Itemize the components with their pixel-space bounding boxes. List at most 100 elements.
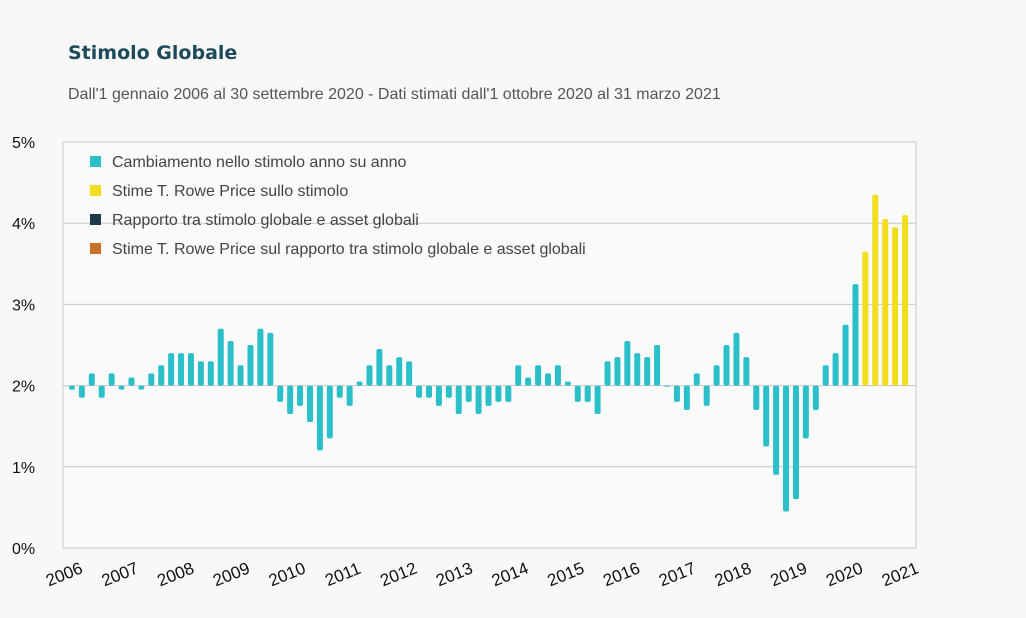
bar-actual xyxy=(574,385,581,402)
x-tick-label: 2006 xyxy=(43,559,85,591)
bar-actual xyxy=(68,385,75,390)
bar-actual xyxy=(713,365,720,386)
bar-actual xyxy=(356,381,363,386)
bar-actual xyxy=(495,385,502,402)
bar-actual xyxy=(237,365,244,386)
bar-actual xyxy=(753,385,760,410)
bar-actual xyxy=(297,385,304,406)
x-tick-label: 2011 xyxy=(322,559,363,590)
legend: Cambiamento nello stimolo anno su anno St… xyxy=(90,154,586,258)
bar-actual xyxy=(98,385,105,398)
x-tick-label: 2007 xyxy=(99,559,141,591)
bar-actual xyxy=(624,340,631,386)
legend-swatch xyxy=(90,156,101,167)
bar-actual xyxy=(148,373,155,386)
x-tick-label: 2020 xyxy=(823,559,865,591)
bar-actual xyxy=(178,353,185,386)
bar-estimate xyxy=(892,227,899,386)
legend-label: Stime T. Rowe Price sullo stimolo xyxy=(112,183,348,200)
bar-actual xyxy=(723,345,730,386)
bar-estimate xyxy=(902,215,909,386)
bar-estimate xyxy=(862,251,869,386)
y-tick-label: 3% xyxy=(12,297,35,314)
bar-actual xyxy=(822,365,829,386)
bar-actual xyxy=(525,377,532,386)
bar-actual xyxy=(108,373,115,386)
bar-actual xyxy=(168,353,175,386)
bar-actual xyxy=(644,357,651,386)
bar-actual xyxy=(475,385,482,415)
y-tick-label: 5% xyxy=(12,135,35,152)
bar-actual xyxy=(197,361,204,386)
bar-actual xyxy=(604,361,611,386)
bars xyxy=(68,194,909,512)
bar-actual xyxy=(743,357,750,386)
x-tick-label: 2021 xyxy=(879,559,921,591)
bar-actual xyxy=(485,385,492,406)
x-tick-label: 2015 xyxy=(545,559,587,591)
x-tick-label: 2009 xyxy=(210,559,252,591)
bar-actual xyxy=(802,385,809,439)
y-axis-labels: 0% 1% 2% 3% 4% 5% xyxy=(12,135,35,558)
plot-frame xyxy=(62,141,917,549)
bar-actual xyxy=(733,332,740,386)
bar-actual xyxy=(406,361,413,386)
bar-actual xyxy=(316,385,323,451)
bar-actual xyxy=(128,377,135,386)
bar-actual xyxy=(158,365,165,386)
bar-actual xyxy=(554,365,561,386)
bar-actual xyxy=(584,385,591,402)
bar-estimate xyxy=(882,219,889,386)
bar-actual xyxy=(673,385,680,402)
bar-actual xyxy=(683,385,690,410)
bar-actual xyxy=(634,353,641,386)
bar-actual xyxy=(88,373,95,386)
legend-label: Stime T. Rowe Price sul rapporto tra sti… xyxy=(112,241,586,258)
bar-actual xyxy=(267,332,274,386)
y-tick-label: 4% xyxy=(12,216,35,233)
bar-actual xyxy=(515,365,522,386)
bar-actual xyxy=(326,385,333,439)
bar-actual xyxy=(832,353,839,386)
bar-actual xyxy=(366,365,373,386)
grid-lines xyxy=(62,141,917,549)
bar-actual xyxy=(445,385,452,398)
page-subtitle: Dall'1 gennaio 2006 al 30 settembre 2020… xyxy=(68,86,721,103)
bar-actual xyxy=(287,385,294,415)
x-tick-label: 2008 xyxy=(155,559,197,591)
legend-swatch xyxy=(90,214,101,225)
legend-swatch xyxy=(90,243,101,254)
bar-actual xyxy=(792,385,799,500)
y-tick-label: 1% xyxy=(12,460,35,477)
bar-actual xyxy=(812,385,819,410)
x-tick-label: 2014 xyxy=(489,559,531,591)
bar-estimate xyxy=(872,194,879,386)
bar-actual xyxy=(614,357,621,386)
bar-actual xyxy=(227,340,234,386)
bar-actual xyxy=(783,385,790,512)
bar-actual xyxy=(138,385,145,390)
x-tick-label: 2013 xyxy=(433,559,475,591)
x-tick-label: 2019 xyxy=(768,559,810,591)
bar-actual xyxy=(564,381,571,386)
bar-actual xyxy=(376,349,383,386)
page-title: Stimolo Globale xyxy=(68,42,238,64)
bar-actual xyxy=(594,385,601,415)
legend-label: Cambiamento nello stimolo anno su anno xyxy=(112,154,407,171)
y-tick-label: 0% xyxy=(12,541,35,558)
bar-actual xyxy=(416,385,423,398)
bar-actual xyxy=(545,373,552,386)
bar-actual xyxy=(535,365,542,386)
bar-actual xyxy=(654,345,661,386)
x-tick-label: 2017 xyxy=(656,559,698,591)
bar-actual xyxy=(455,385,462,415)
bar-actual xyxy=(207,361,214,386)
bar-actual xyxy=(763,385,770,447)
bar-actual xyxy=(346,385,353,406)
bar-actual xyxy=(435,385,442,406)
bar-actual xyxy=(306,385,313,423)
bar-actual xyxy=(396,357,403,386)
bar-actual xyxy=(217,328,224,386)
bar-actual xyxy=(277,385,284,402)
